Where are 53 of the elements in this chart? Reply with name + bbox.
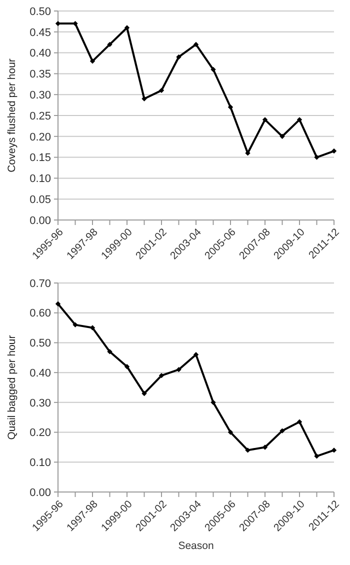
point (124, 25, 130, 30)
point (280, 428, 285, 434)
point (314, 154, 320, 160)
point (158, 372, 164, 378)
point (124, 364, 130, 370)
point (176, 54, 182, 60)
y-tick-label: 0.40 (30, 48, 51, 60)
y-tick-label: 0.10 (30, 456, 51, 469)
y-tick-label: 0.10 (30, 173, 51, 186)
point (228, 430, 234, 435)
y-tick-label: 0.00 (30, 214, 51, 227)
point (280, 134, 285, 139)
y-tick-label: 0.60 (30, 308, 51, 320)
point (331, 448, 337, 453)
y-tick-label: 0.40 (30, 367, 51, 380)
y-tick-label: 0.30 (30, 397, 51, 410)
point (314, 454, 320, 459)
point (296, 419, 302, 424)
point (107, 42, 112, 48)
point (296, 117, 302, 122)
y-tick-label: 0.25 (30, 110, 51, 122)
point (210, 66, 216, 72)
point (262, 444, 268, 450)
point (158, 88, 164, 94)
point (210, 400, 216, 406)
y-tick-label: 0.20 (30, 131, 51, 144)
y-axis-title: Quail bagged per hour (6, 334, 18, 440)
point (142, 390, 147, 396)
point (245, 448, 250, 453)
point (107, 349, 112, 354)
y-tick-label: 0.35 (30, 68, 51, 81)
y-axis-title: Coveys flushed per hour (6, 58, 18, 172)
y-tick-label: 0.05 (30, 194, 51, 206)
point (193, 352, 199, 358)
x-axis-title: Season (178, 540, 214, 552)
point (176, 366, 182, 372)
point (72, 322, 78, 328)
y-tick-label: 0.00 (30, 486, 51, 499)
point (331, 148, 337, 154)
y-tick-label: 0.70 (30, 278, 51, 290)
point (90, 58, 96, 64)
y-tick-label: 0.50 (30, 6, 51, 18)
y-tick-label: 0.45 (30, 26, 51, 39)
y-tick-label: 0.30 (30, 89, 51, 102)
point (55, 301, 61, 306)
point (90, 325, 96, 330)
y-tick-label: 0.50 (30, 338, 51, 350)
point (193, 42, 199, 48)
point (228, 104, 234, 110)
point (142, 96, 147, 102)
y-tick-label: 0.20 (30, 427, 51, 440)
y-tick-label: 0.15 (30, 152, 51, 164)
point (262, 117, 268, 122)
